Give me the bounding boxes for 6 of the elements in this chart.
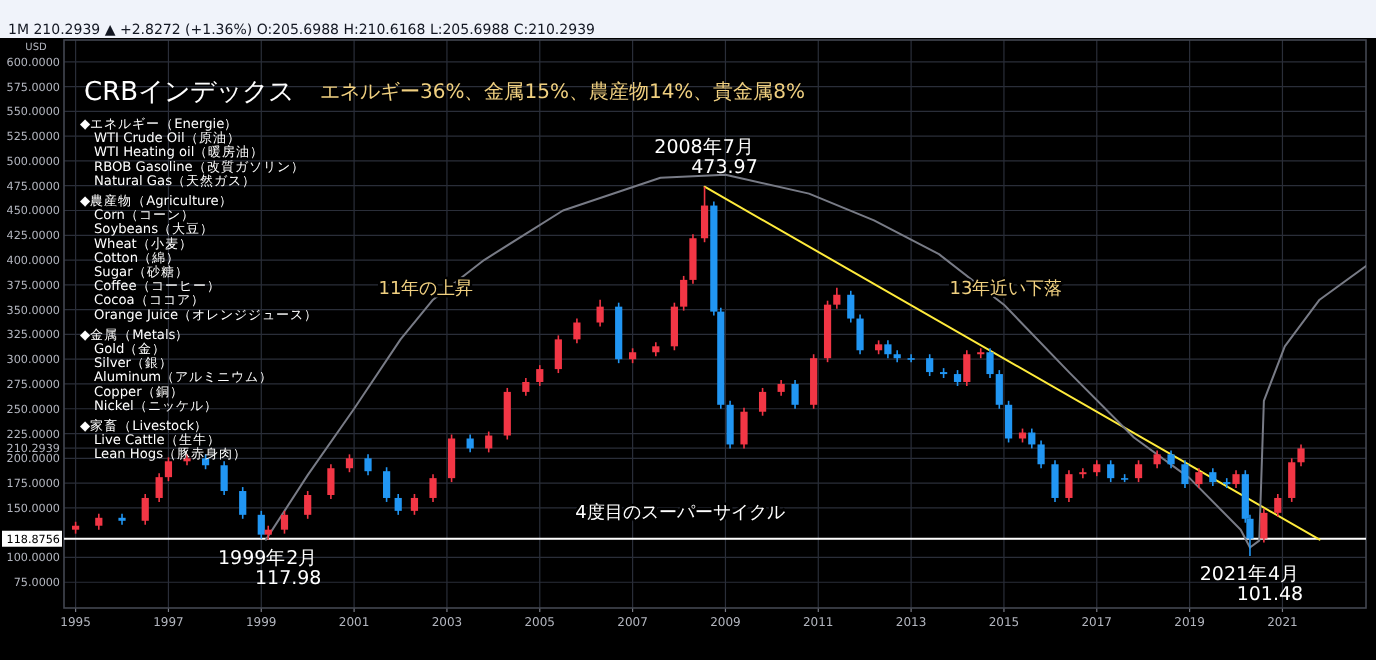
annotation: 2021年4月 101.48 (1199, 561, 1304, 606)
annotation: 4度目のスーパーサイクル (575, 502, 785, 524)
annotation: 1999年2月 117.98 (218, 545, 322, 590)
annotation: 2008年7月 473.97 (654, 134, 758, 179)
text: CRBインデックス (84, 78, 295, 108)
text: エネルギー36%、金属15%、農産物14%、貴金属8% (320, 80, 806, 104)
